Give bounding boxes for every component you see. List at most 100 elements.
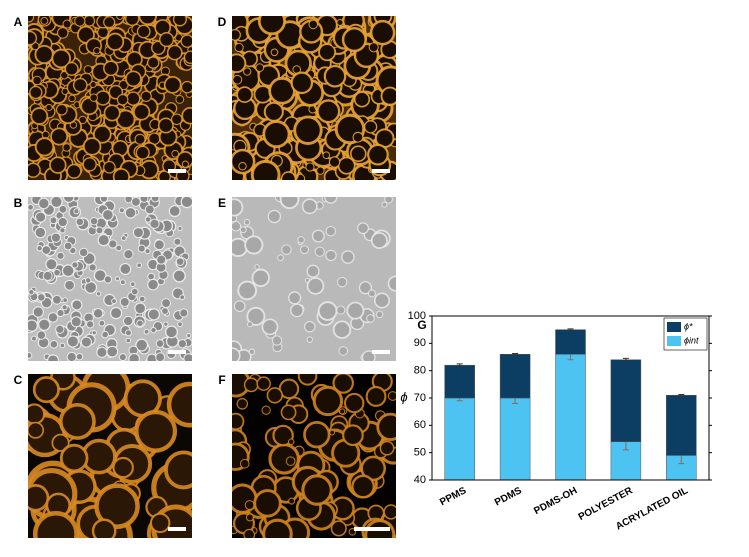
droplet	[116, 16, 124, 20]
droplet	[140, 90, 152, 102]
droplet	[135, 338, 149, 352]
droplet	[34, 211, 47, 223]
droplet	[253, 489, 282, 518]
droplet	[343, 392, 365, 414]
droplet	[136, 262, 143, 269]
droplet	[166, 381, 192, 428]
droplet	[342, 424, 364, 447]
droplet	[109, 306, 123, 320]
y-tick-label: 60	[414, 419, 426, 431]
droplet	[88, 263, 97, 272]
droplet	[101, 330, 109, 339]
droplet	[262, 518, 293, 538]
droplet	[155, 339, 165, 348]
droplet	[329, 429, 336, 436]
droplet	[74, 16, 86, 27]
droplet	[172, 16, 188, 27]
droplet	[300, 245, 309, 255]
droplet	[232, 237, 248, 258]
droplet	[338, 346, 349, 356]
droplet	[316, 99, 341, 124]
droplet	[119, 279, 126, 286]
droplet	[280, 404, 297, 421]
droplet	[250, 159, 281, 180]
droplet	[170, 113, 183, 126]
droplet	[290, 303, 304, 318]
droplet	[246, 321, 253, 328]
scale-bar	[354, 527, 390, 531]
droplet	[58, 402, 96, 440]
y-tick-label: 50	[414, 447, 426, 459]
droplet	[163, 450, 192, 490]
droplet	[341, 250, 355, 264]
droplet	[369, 19, 396, 46]
droplet	[124, 16, 140, 27]
droplet	[177, 339, 188, 349]
scale-bar	[168, 169, 186, 173]
droplet	[96, 346, 108, 358]
micrograph	[28, 16, 192, 180]
micrograph	[28, 197, 192, 361]
droplet	[255, 63, 265, 72]
droplet	[186, 333, 192, 339]
droplet	[37, 318, 51, 331]
droplet	[336, 305, 346, 315]
droplet	[277, 254, 284, 262]
droplet	[339, 408, 346, 415]
droplet	[120, 235, 127, 241]
droplet	[89, 216, 99, 226]
droplet	[149, 218, 160, 229]
droplet	[239, 458, 250, 469]
droplet	[86, 320, 95, 329]
droplet	[28, 421, 45, 439]
droplet	[332, 320, 352, 339]
droplet	[129, 281, 136, 288]
droplet	[138, 16, 157, 26]
droplet	[135, 145, 150, 160]
droplet	[116, 93, 129, 106]
droplet	[165, 325, 178, 339]
droplet	[93, 269, 107, 283]
droplet	[367, 143, 389, 166]
droplet	[171, 149, 180, 158]
droplet	[75, 217, 85, 227]
droplet	[40, 16, 49, 25]
droplet	[105, 32, 125, 51]
droplet	[263, 101, 284, 122]
droplet	[70, 316, 82, 328]
droplet	[32, 75, 42, 86]
droplet	[51, 48, 72, 69]
droplet	[305, 162, 315, 172]
droplet	[375, 310, 384, 319]
error-bar	[622, 357, 629, 362]
droplet	[337, 156, 356, 175]
droplet	[97, 26, 110, 39]
droplet	[28, 352, 33, 359]
droplet	[75, 352, 84, 361]
droplet	[366, 314, 375, 323]
droplet	[150, 197, 160, 203]
droplet	[66, 335, 80, 348]
droplet	[144, 248, 151, 255]
droplet	[134, 133, 146, 145]
droplet	[34, 226, 47, 239]
droplet	[28, 289, 35, 296]
droplet	[97, 233, 110, 247]
droplet	[322, 151, 331, 160]
droplet	[78, 247, 89, 258]
droplet	[232, 198, 244, 217]
droplet	[32, 510, 79, 538]
droplet	[364, 519, 396, 538]
droplet	[181, 107, 192, 125]
droplet	[134, 302, 147, 315]
droplet	[370, 232, 388, 249]
droplet	[358, 281, 373, 295]
droplet	[64, 279, 75, 291]
plot-frame	[431, 315, 710, 481]
y-tick-label: 80	[414, 365, 426, 377]
droplet	[353, 91, 371, 108]
droplet	[34, 137, 55, 157]
droplet	[281, 244, 292, 255]
droplet	[28, 319, 39, 332]
droplet	[130, 287, 139, 296]
